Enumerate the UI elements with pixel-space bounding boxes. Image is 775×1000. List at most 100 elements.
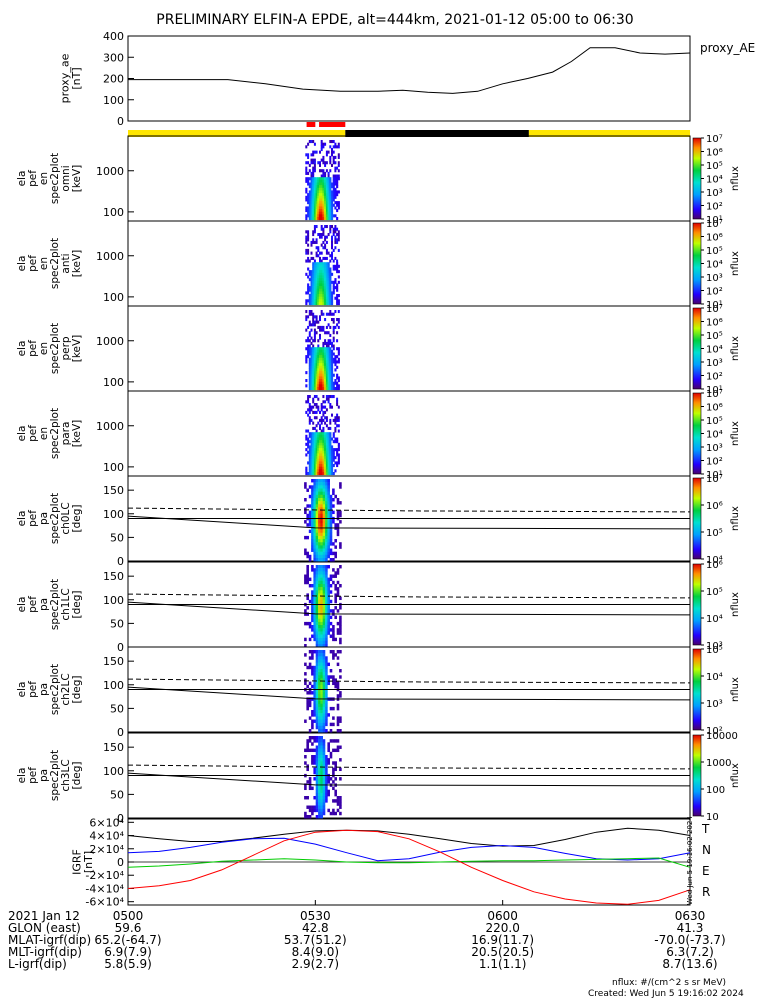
en_spec_omni-cell [332,145,335,149]
colorbar-0-unit: nflux [730,166,741,191]
en_spec_para-cell [313,456,317,460]
pa_spec_ch1-cell [327,628,330,632]
en_spec_perp-cell [324,331,327,335]
pa_spec_ch2-ylabel-0: ela [16,682,28,698]
pa_spec_ch2-cell [311,725,314,730]
en_spec_perp-cell [332,331,335,335]
pa_spec_ch2-cell [318,672,321,676]
en_spec_anti-cell [313,296,317,300]
en_spec_omni-cell [305,190,308,194]
en_spec_omni-cell [332,190,335,194]
pa_spec_ch3-cell [318,751,321,756]
pa_spec_ch2-cell [322,678,326,682]
en_spec_para-ytick-label-1: 1000 [96,420,124,433]
en_spec_para-cell [331,445,334,449]
en_spec_perp-cell [327,312,330,316]
en_spec_para-ylabel-0: ela [16,426,28,442]
pa_spec_ch3-cell [325,799,328,803]
pa_spec_ch2-cell [313,684,316,689]
pa_spec_ch2-cell [339,694,342,698]
pa_spec_ch3-cell [315,748,319,753]
pa_spec_ch2-cell [311,719,314,723]
en_spec_omni-cell [320,148,323,152]
pa_spec_ch3-cell [313,739,316,743]
en_spec_omni-cell [320,182,323,186]
en_spec_perp-cell [315,355,318,359]
en_spec_para-cell [320,456,323,460]
en_spec_para-cell [325,397,328,401]
pa_spec_ch2-cell [318,691,321,695]
en_spec_anti-cell [322,262,325,266]
en_spec_para-cell [329,445,332,449]
en_spec_perp-cell [331,384,334,388]
en_spec_anti-cell [322,272,325,276]
en_spec_perp-cell [336,347,339,351]
pa_spec_ch3-cell [304,815,307,819]
en_spec_omni-cell [317,182,320,186]
pa_spec_ch2-cell [313,672,316,676]
en_spec_perp-cell [317,368,320,372]
en_spec_perp-cell [322,381,325,385]
pa_spec_ch1-cell [304,612,307,616]
en_spec_perp-cell [320,376,323,380]
en_spec_para-cell [308,405,311,409]
en_spec_omni-cell [325,201,329,205]
en_spec_perp-cell [315,365,318,369]
pa_spec_ch2-cell [320,729,323,733]
pa_spec_ch0-cell [315,501,319,505]
en_spec_anti-cell [337,275,340,279]
en_spec_omni-cell [317,211,320,215]
pa_spec_ch0-cell [306,523,309,527]
en_spec_para-cell [315,440,318,444]
en_spec_para-cell [336,453,339,457]
en_spec_para-cell [313,453,317,457]
en_spec_perp-cell [307,315,310,319]
en_spec_perp-cell [310,360,313,364]
en_spec_omni-cell [307,153,310,157]
pa_spec_ch3-cell [318,780,321,784]
pa_spec_ch2-cell [325,691,328,695]
en_spec_para-cell [325,469,329,473]
en_spec_omni-cell [336,190,339,194]
en_spec_perp-cell [332,312,335,316]
pa_spec_ch3-cell [304,783,307,787]
pa_spec_ch0-cell [322,482,326,486]
pa_spec_ch3-cell [304,748,307,753]
pa_spec_ch0-cell [320,504,323,508]
pa_spec_ch1-cell [327,577,330,582]
en_spec_omni-cell [312,203,315,207]
en_spec_omni-cell [312,171,315,175]
colorbar-7-label-0: 10 [706,812,719,823]
en_spec_perp-cell [329,381,332,385]
pa_spec_ch0-cell [329,529,333,534]
pa_spec_ch3-cell [320,799,323,803]
en_spec_para-cell [331,469,334,473]
en_spec_anti-cell [317,283,320,287]
pa_spec_ch1-loss-cone-line [127,601,691,616]
en_spec_anti-cell [317,270,320,274]
en_spec_para-cell [313,395,316,399]
pa_spec_ch1-cell [329,590,333,594]
en_spec_perp-cell [313,320,316,324]
en_spec_omni-cell [334,182,337,186]
pa_spec_ch2-cell [332,681,335,686]
en_spec_anti-cell [315,238,318,242]
pa_spec_ch1-cell [339,584,342,588]
en_spec_para-cell [322,458,325,462]
en_spec_perp-cell [307,339,310,343]
en_spec_omni-cell [315,201,318,205]
en_spec_para-cell [305,442,308,446]
pa_spec_ch1-cell [332,580,335,585]
pa_spec_ch0-cell [306,513,309,518]
pa_spec_ch0-cell [325,520,328,524]
en_spec_para-cell [325,440,329,444]
en_spec_perp-cell [322,373,325,377]
en_spec_anti-ylabel-3: spec2plot [49,238,61,289]
en_spec_anti-cell [305,248,308,252]
pa_spec_ch1-cell [311,615,314,620]
pa_spec_ch1-cell [320,621,323,626]
pa_spec_ch3-cell [332,808,335,813]
en_spec_perp-cell [312,384,315,388]
pa_spec_ch0-cell [332,551,335,556]
en_spec_anti-cell [312,294,315,298]
